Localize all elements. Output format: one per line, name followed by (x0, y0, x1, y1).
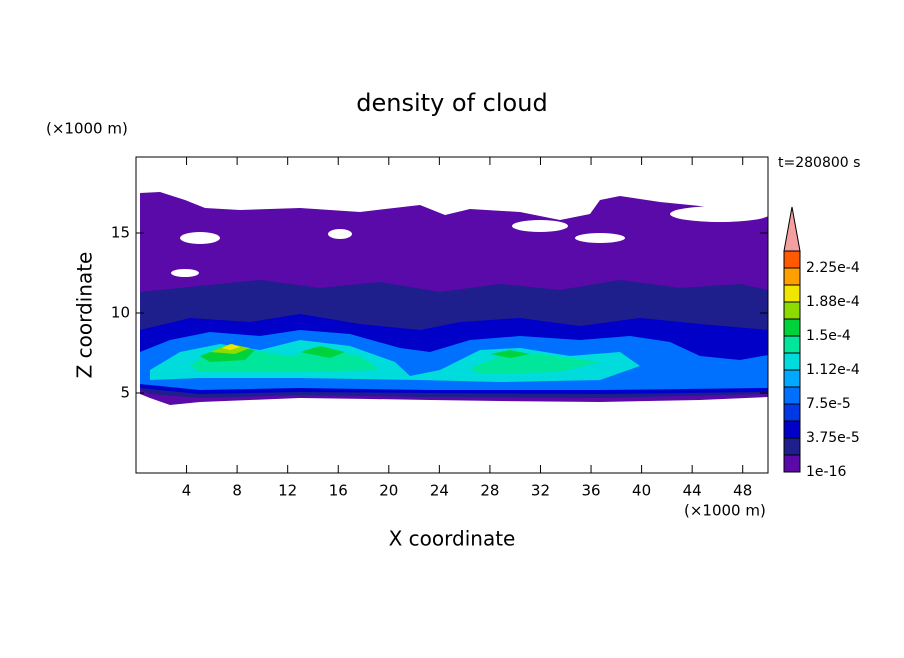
y-tick-label: 10 (111, 304, 130, 322)
colorbar-label: 1.88e-4 (806, 294, 860, 310)
colorbar-band (784, 285, 800, 302)
contour-region (190, 350, 600, 374)
y-axis-label: Z coordinate (73, 252, 97, 379)
y-unit: (×1000 m) (46, 120, 128, 138)
colorbar-band (784, 268, 800, 285)
x-tick-label: 8 (232, 482, 242, 500)
colorbar-label: 2.25e-4 (806, 260, 860, 276)
colorbar-extend (783, 206, 801, 252)
contour-region (222, 344, 240, 350)
x-tick-label: 4 (182, 482, 192, 500)
x-tick-label: 40 (632, 482, 651, 500)
y-tick-label: 15 (111, 224, 130, 242)
hole (180, 232, 220, 244)
x-tick-label: 36 (581, 482, 600, 500)
colorbar-band (784, 421, 800, 438)
colorbar-band (784, 319, 800, 336)
colorbar-band (784, 353, 800, 370)
x-tick-label: 44 (683, 482, 702, 500)
hole (512, 220, 568, 232)
x-tick-label: 48 (733, 482, 752, 500)
colorbar-band (784, 404, 800, 421)
hole (575, 233, 625, 243)
colorbar-label: 3.75e-5 (806, 430, 860, 446)
hole (328, 229, 352, 239)
colorbar-label: 1e-16 (806, 464, 846, 480)
colorbar-band (784, 438, 800, 455)
plot-frame (135, 156, 769, 474)
colorbar-band (784, 387, 800, 404)
x-tick-label: 20 (379, 482, 398, 500)
x-axis-label: X coordinate (389, 527, 516, 551)
x-unit: (×1000 m) (684, 502, 766, 520)
x-tick-label: 16 (329, 482, 348, 500)
time-label: t=280800 s (778, 155, 860, 171)
colorbar-band (784, 302, 800, 319)
colorbar-label: 7.5e-5 (806, 396, 851, 412)
contour-field (140, 192, 768, 405)
colorbar-label: 1.5e-4 (806, 328, 851, 344)
chart-title: density of cloud (356, 89, 547, 117)
x-tick-label: 24 (430, 482, 449, 500)
colorbar-band (784, 455, 800, 472)
x-tick-label: 12 (278, 482, 297, 500)
hole (670, 206, 768, 222)
colorbar-band (784, 370, 800, 387)
x-tick-label: 28 (480, 482, 499, 500)
colorbar-label: 1.12e-4 (806, 362, 860, 378)
colorbar: 1e-16 3.75e-5 7.5e-5 1.12e-4 1.5e-4 1.88e-4 2.… (783, 206, 860, 480)
hole (171, 269, 199, 277)
y-tick-label: 5 (120, 384, 130, 402)
x-tick-label: 32 (531, 482, 550, 500)
colorbar-band (784, 251, 800, 268)
colorbar-band (784, 336, 800, 353)
